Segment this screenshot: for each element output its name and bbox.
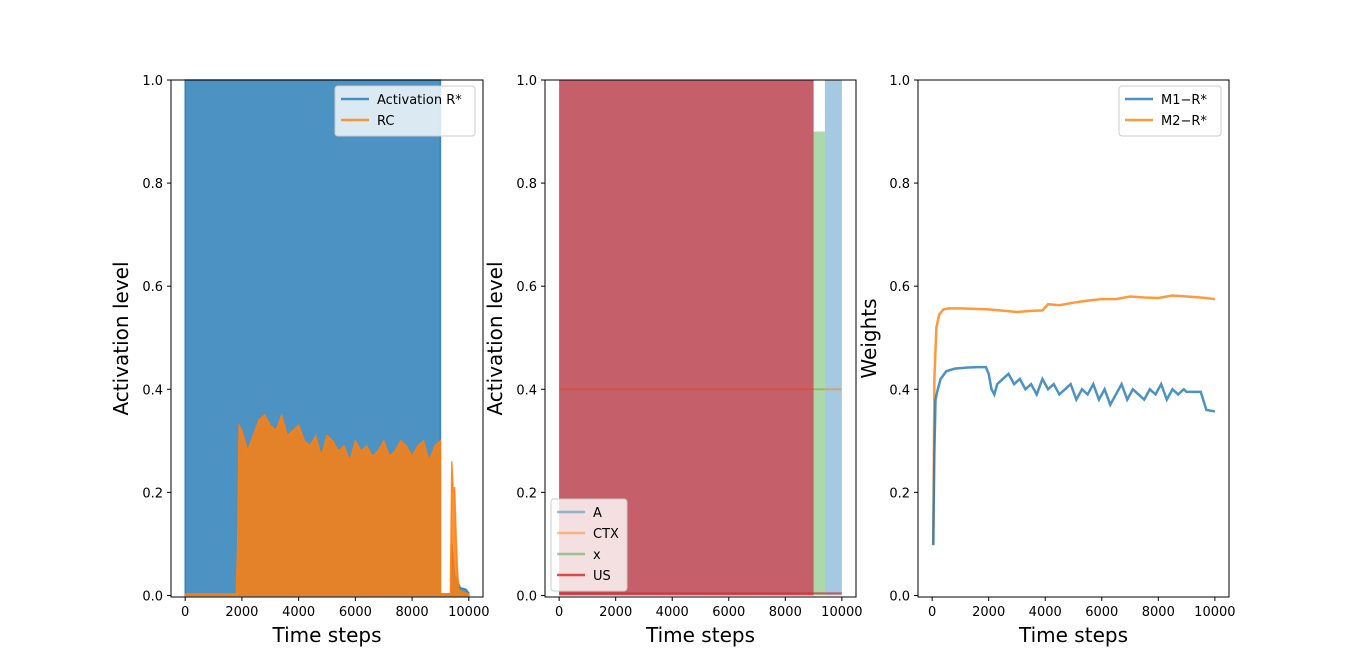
y-tick-label: 0.8 [142,177,163,192]
x-tick-label: 4000 [282,605,315,620]
series-a [824,80,842,596]
x-tick-label: 10000 [1194,605,1235,620]
ticks: 0 2000 4000 6000 8000 10000 0.0 0.2 0.4 0.6 0.8 1.0 [516,74,862,620]
y-tick-label: 0.4 [142,383,163,398]
legend-label: M1−R* [1161,93,1207,108]
ticks: 0 2000 4000 6000 8000 10000 0.0 0.2 0.4 0.6 0.8 1.0 [142,74,489,620]
y-tick-label: 0.0 [889,589,910,604]
x-tick-label: 8000 [1142,605,1175,620]
x-tick-label: 10000 [821,605,862,620]
x-tick-label: 2000 [599,605,632,620]
y-axis-label: Activation level [483,261,507,415]
legend-label: A [593,506,602,521]
axes-frame [544,79,857,598]
x-axis-label: Time steps [272,623,382,647]
y-tick-label: 0.8 [889,177,910,192]
y-tick-label: 0.4 [516,383,537,398]
x-tick-label: 4000 [656,605,689,620]
axes-frame [170,79,484,598]
x-tick-label: 8000 [396,605,429,620]
x-tick-label: 0 [181,605,189,620]
legend: Activation R* RC [334,85,476,137]
x-axis-label: Time steps [1018,623,1128,647]
series-x [813,131,825,596]
x-tick-label: 2000 [225,605,258,620]
x-tick-label: 0 [555,605,563,620]
legend-label: M2−R* [1161,114,1207,129]
plot-area [932,294,1216,546]
legend-box [334,85,476,137]
x-tick-label: 4000 [1029,605,1062,620]
y-tick-label: 0.4 [889,383,910,398]
y-tick-label: 0.0 [516,589,537,604]
x-tick-label: 6000 [1085,605,1118,620]
y-tick-label: 0.8 [516,177,537,192]
y-tick-label: 0.6 [142,280,163,295]
y-tick-label: 0.6 [516,280,537,295]
legend-box [550,498,628,592]
plot-area [184,79,470,597]
series-rc [184,412,470,597]
legend-label: Activation R* [377,93,462,108]
y-tick-label: 1.0 [889,74,910,89]
panel-weights: 0 2000 4000 6000 8000 10000 0.0 0.2 0.4 0.6 0.8 1.0… [857,74,1236,647]
series-m1-rstar [932,365,1216,546]
y-tick-label: 0.2 [889,486,910,501]
y-axis-label: Weights [857,298,881,378]
legend-label: x [593,548,601,563]
x-tick-label: 0 [928,605,936,620]
y-tick-label: 0.2 [142,486,163,501]
y-tick-label: 0.0 [142,589,163,604]
x-axis-label: Time steps [645,623,755,647]
y-axis-label: Activation level [109,261,133,415]
x-tick-label: 6000 [712,605,745,620]
x-tick-label: 10000 [448,605,489,620]
panel-stimuli: 0 2000 4000 6000 8000 10000 0.0 0.2 0.4 0.6 0.8 1.0… [483,74,863,647]
legend-label: RC [377,114,394,129]
legend-label: US [593,569,611,584]
ticks: 0 2000 4000 6000 8000 10000 0.0 0.2 0.4 0.6 0.8 1.0 [889,74,1235,620]
axes-frame [917,79,1230,598]
panel-activation-rstar: 0 2000 4000 6000 8000 10000 0.0 0.2 0.4 0.6 0.8 1.0… [109,74,489,647]
y-tick-label: 0.6 [889,280,910,295]
legend: A CTX x US [550,498,628,592]
x-tick-label: 8000 [769,605,802,620]
x-tick-label: 2000 [972,605,1005,620]
y-tick-label: 0.2 [516,486,537,501]
x-tick-label: 6000 [339,605,372,620]
legend-label: CTX [593,527,619,542]
y-tick-label: 1.0 [142,74,163,89]
y-tick-label: 1.0 [516,74,537,89]
legend: M1−R* M2−R* [1118,85,1222,137]
series-m2-rstar [932,294,1215,546]
